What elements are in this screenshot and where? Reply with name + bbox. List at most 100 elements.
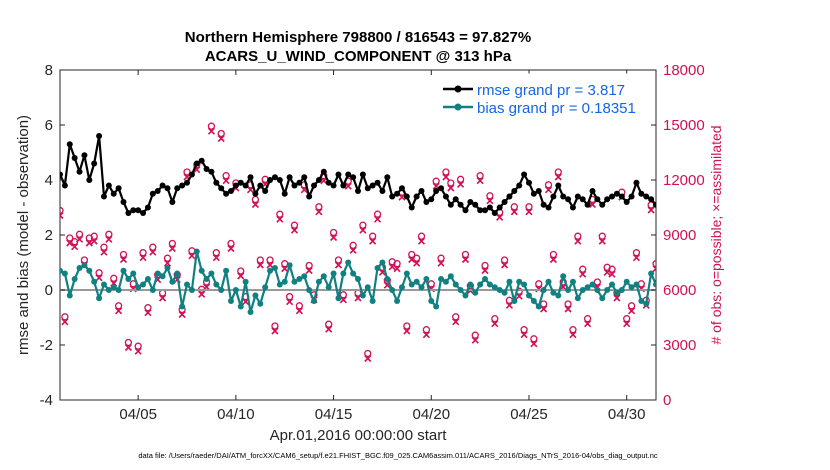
bias-point (535, 303, 542, 310)
rmse-point (325, 179, 332, 186)
rmse-point (110, 190, 117, 197)
obs-assimilated-marker (775, 279, 781, 285)
bias-point (496, 287, 503, 293)
obs-assimilated-marker (256, 261, 264, 269)
rmse-point (760, 161, 766, 167)
rmse-point (584, 201, 591, 208)
obs-assimilated-marker (692, 328, 698, 334)
rmse-point (819, 174, 825, 180)
obs-possible-marker (520, 326, 528, 334)
bias-point (213, 281, 220, 288)
obs-assimilated-marker (266, 261, 274, 269)
y-tick-label: -2 (40, 337, 53, 354)
obs-assimilated-marker (286, 298, 294, 306)
bias-point (184, 281, 191, 288)
obs-possible-marker (403, 322, 411, 330)
obs-possible-marker (349, 241, 357, 249)
bias-point (311, 298, 318, 304)
obs-assimilated-marker (330, 233, 338, 242)
obs-assimilated-marker (305, 266, 313, 275)
obs-assimilated-marker (100, 248, 108, 256)
obs-assimilated-marker (525, 208, 533, 216)
bias-point (682, 273, 688, 279)
obs-possible-marker (673, 318, 679, 324)
obs-assimilated-marker (422, 331, 430, 339)
obs-possible-marker (437, 254, 445, 262)
obs-assimilated-marker (163, 259, 172, 267)
bias-point (227, 298, 234, 304)
rmse-point (668, 194, 674, 200)
rmse-point (188, 171, 195, 178)
obs-assimilated-marker (814, 268, 820, 274)
rmse-point (477, 207, 484, 214)
rmse-point (301, 174, 308, 181)
bias-point (442, 278, 449, 285)
rmse-point (438, 185, 445, 192)
bias-point (193, 248, 200, 255)
rmse-point (154, 188, 161, 194)
obs-assimilated-marker (124, 343, 132, 352)
obs-possible-marker (217, 129, 225, 138)
bias-point (491, 284, 498, 291)
obs-assimilated-marker (168, 244, 176, 253)
obs-possible-marker (790, 230, 796, 236)
rmse-point (267, 177, 274, 183)
obs-assimilated-marker (119, 255, 128, 264)
rmse-point (746, 196, 752, 202)
obs-possible-marker (114, 302, 123, 310)
obs-possible-marker (222, 172, 230, 180)
bias-point (306, 287, 313, 293)
bias-point (697, 271, 703, 277)
bias-point (804, 282, 810, 288)
rmse-point (398, 185, 405, 192)
rmse-point (384, 174, 391, 181)
bias-point (232, 287, 239, 293)
y-tick-label: -4 (40, 392, 53, 409)
bias-point (760, 279, 766, 285)
obs-possible-marker (770, 294, 776, 300)
obs-possible-marker (119, 250, 128, 259)
obs-possible-marker (90, 232, 98, 240)
obs-assimilated-marker (359, 226, 367, 234)
obs-possible-marker (256, 256, 264, 264)
obs-possible-marker (795, 274, 801, 280)
rmse-point (149, 190, 156, 197)
bias-point (257, 300, 264, 307)
obs-assimilated-marker (628, 307, 636, 315)
bias-point (457, 287, 464, 293)
bias-point (135, 284, 142, 291)
obs-possible-marker (721, 351, 727, 357)
x-tick-label: 04/25 (510, 406, 548, 423)
obs-possible-marker (692, 323, 698, 329)
obs-assimilated-marker (442, 173, 450, 181)
obs-assimilated-marker (144, 309, 152, 317)
rmse-point (232, 182, 239, 189)
obs-assimilated-marker (598, 237, 606, 245)
rmse-point (804, 161, 810, 167)
obs-possible-marker (75, 230, 84, 238)
legend-box (439, 73, 653, 117)
bias-point (403, 270, 410, 277)
obs-assimilated-marker (61, 318, 69, 326)
obs-possible-marker (623, 315, 631, 323)
rmse-point (66, 141, 73, 148)
bias-point (824, 271, 830, 277)
obs-assimilated-marker (178, 310, 186, 319)
rmse-point (350, 174, 357, 181)
obs-assimilated-marker (207, 127, 216, 135)
bias-point (540, 287, 547, 293)
obs-possible-marker (442, 168, 450, 176)
bias-point (467, 281, 474, 288)
bias-point (208, 270, 215, 277)
bias-point (756, 268, 762, 274)
obs-assimilated-marker (334, 261, 343, 269)
obs-possible-marker (124, 338, 133, 347)
obs-assimilated-marker (461, 255, 470, 264)
obs-assimilated-marker (251, 200, 259, 209)
obs-possible-marker (824, 308, 830, 314)
bias-point (638, 298, 645, 304)
rmse-point (462, 207, 469, 214)
rmse-point (457, 201, 464, 208)
bias-point (345, 259, 352, 266)
